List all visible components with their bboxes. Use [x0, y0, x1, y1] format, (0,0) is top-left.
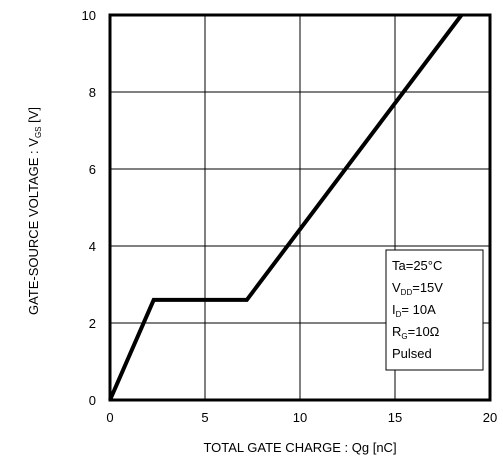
condition-line: VDD=15V: [392, 280, 443, 297]
condition-text: R: [392, 324, 401, 339]
x-tick-label: 15: [388, 410, 402, 425]
x-tick-labels: 0 5 10 15 20: [106, 410, 497, 425]
condition-line: RG=10Ω: [392, 324, 440, 341]
y-axis-title: GATE-SOURCE VOLTAGE : VGS [V]: [26, 107, 43, 315]
conditions-box-frame: [385, 249, 484, 371]
x-tick-label: 0: [106, 410, 113, 425]
x-tick-label: 5: [201, 410, 208, 425]
condition-line: Pulsed: [392, 346, 432, 361]
condition-text: V: [392, 280, 401, 295]
condition-line: ID= 10A: [392, 302, 436, 319]
y-axis-title-main: GATE-SOURCE VOLTAGE : V: [26, 138, 41, 315]
y-axis-title-sub: GS: [34, 126, 43, 138]
y-tick-label: 10: [82, 8, 96, 23]
y-tick-labels: 0 2 4 6 8 10: [82, 8, 96, 408]
y-tick-label: 4: [89, 239, 96, 254]
plot-frame: [108, 13, 492, 402]
grid-lines: [110, 15, 490, 400]
series-group: [108, 13, 464, 401]
x-tick-label: 20: [483, 410, 497, 425]
condition-text: Ta=25°C: [392, 258, 442, 273]
condition-text: I: [392, 302, 396, 317]
y-axis-title-unit: [V]: [26, 107, 41, 127]
y-tick-label: 0: [89, 393, 96, 408]
x-tick-label: 10: [293, 410, 307, 425]
condition-text: = 10A: [401, 302, 436, 317]
series-line: [108, 13, 464, 401]
condition-subscript: G: [401, 332, 407, 341]
y-tick-label: 2: [89, 316, 96, 331]
x-axis-title: TOTAL GATE CHARGE : Qg [nC]: [203, 440, 396, 455]
y-tick-label: 8: [89, 85, 96, 100]
condition-text: =15V: [412, 280, 443, 295]
condition-subscript: DD: [401, 288, 413, 297]
condition-text: =10Ω: [408, 324, 440, 339]
condition-subscript: D: [396, 310, 402, 319]
y-tick-label: 6: [89, 162, 96, 177]
condition-text: Pulsed: [392, 346, 432, 361]
condition-line: Ta=25°C: [392, 258, 442, 273]
